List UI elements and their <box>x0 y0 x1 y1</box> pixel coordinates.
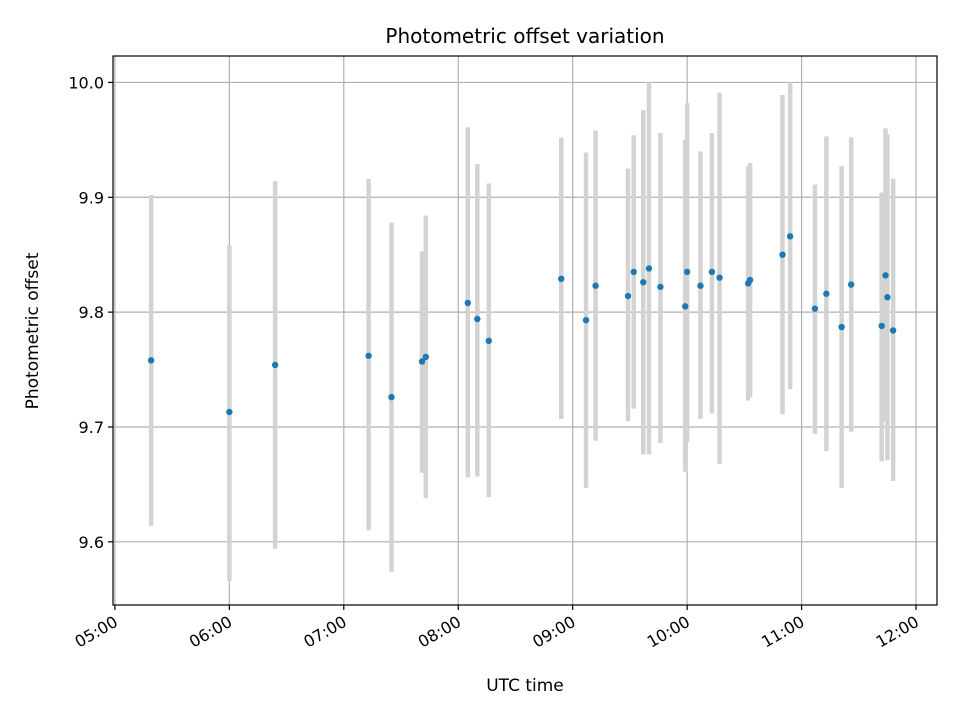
data-point <box>878 322 885 330</box>
y-tick-label: 10.0 <box>68 73 104 92</box>
y-axis-ticks: 9.6 9.7 9.8 9.9 10.0 <box>68 73 113 552</box>
data-point <box>811 305 819 312</box>
data-point <box>786 233 794 240</box>
data-point <box>418 358 426 365</box>
data-point <box>582 316 590 324</box>
data-point <box>271 361 279 369</box>
data-point <box>823 290 830 297</box>
x-axis-label: UTC time <box>486 676 564 696</box>
data-point <box>464 299 471 307</box>
data-point <box>697 282 704 289</box>
data-point <box>558 275 565 283</box>
data-point <box>388 393 395 401</box>
data-point <box>683 268 691 276</box>
data-point <box>682 303 689 310</box>
data-point <box>889 327 897 334</box>
data-point <box>746 276 754 284</box>
data-point <box>645 265 653 272</box>
y-tick-label: 9.7 <box>79 418 104 437</box>
y-tick-label: 9.8 <box>79 303 104 322</box>
data-point <box>716 274 723 281</box>
y-tick-label: 9.9 <box>79 188 104 207</box>
chart-title: Photometric offset variation <box>385 24 664 48</box>
data-point <box>630 268 637 276</box>
data-point <box>624 292 632 300</box>
data-point <box>708 268 716 276</box>
data-point <box>838 323 845 331</box>
data-point <box>485 337 492 345</box>
plot-frame <box>112 55 938 606</box>
data-point <box>226 408 233 416</box>
data-point <box>422 353 430 361</box>
y-axis-label: Photometric offset <box>23 252 43 409</box>
data-point <box>640 279 647 286</box>
data-point <box>592 282 599 289</box>
data-point <box>147 357 155 364</box>
data-points <box>147 233 897 416</box>
data-point <box>365 352 372 359</box>
data-point <box>779 251 786 258</box>
y-tick-label: 9.6 <box>79 533 104 552</box>
data-point <box>847 281 855 288</box>
data-point <box>474 315 481 323</box>
data-point <box>657 283 664 291</box>
data-point <box>884 293 891 301</box>
data-point <box>882 272 889 279</box>
